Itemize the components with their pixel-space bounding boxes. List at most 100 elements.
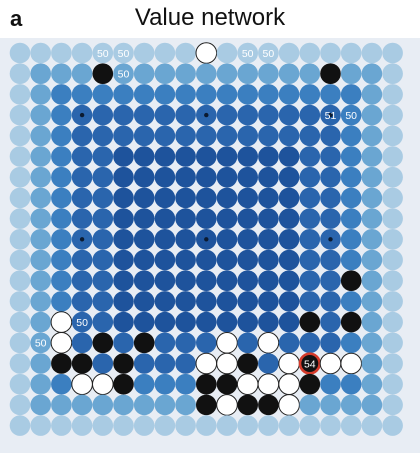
value-cell — [362, 250, 383, 271]
value-cell — [258, 270, 279, 291]
value-cell — [30, 229, 51, 250]
value-cell — [72, 146, 93, 167]
value-cell — [113, 270, 134, 291]
value-cell — [196, 270, 217, 291]
value-cell — [93, 146, 114, 167]
white-stone — [217, 353, 238, 374]
value-cell — [237, 167, 258, 188]
value-cell — [175, 146, 196, 167]
value-cell — [320, 415, 341, 436]
move-value-label: 50 — [76, 317, 88, 329]
white-stone — [196, 353, 217, 374]
value-cell — [134, 353, 155, 374]
move-value-label: 50 — [263, 48, 275, 60]
value-cell — [341, 415, 362, 436]
black-stone — [300, 374, 321, 395]
value-cell — [217, 167, 238, 188]
value-cell — [72, 208, 93, 229]
black-stone — [113, 374, 134, 395]
black-stone — [196, 374, 217, 395]
black-stone — [93, 63, 114, 84]
value-cell — [362, 63, 383, 84]
value-cell — [320, 208, 341, 229]
white-stone — [320, 353, 341, 374]
value-cell — [51, 229, 72, 250]
value-cell — [51, 395, 72, 416]
value-cell — [341, 333, 362, 354]
value-cell — [320, 43, 341, 64]
value-cell — [10, 250, 31, 271]
value-cell — [10, 105, 31, 126]
value-cell — [30, 105, 51, 126]
value-cell — [279, 146, 300, 167]
move-value-label: 50 — [35, 338, 47, 350]
value-cell — [134, 395, 155, 416]
value-cell — [217, 291, 238, 312]
value-cell — [237, 146, 258, 167]
value-cell — [51, 374, 72, 395]
value-cell — [341, 84, 362, 105]
value-cell — [300, 188, 321, 209]
value-cell — [134, 105, 155, 126]
value-cell — [300, 250, 321, 271]
value-cell — [196, 146, 217, 167]
white-stone — [279, 353, 300, 374]
white-stone — [279, 374, 300, 395]
value-cell — [217, 415, 238, 436]
value-cell — [362, 167, 383, 188]
value-cell — [51, 146, 72, 167]
value-cell — [113, 291, 134, 312]
value-cell — [93, 415, 114, 436]
value-cell — [258, 312, 279, 333]
move-value-label: 51 — [325, 110, 337, 122]
value-cell — [279, 415, 300, 436]
value-cell — [175, 84, 196, 105]
hoshi-point — [80, 113, 84, 117]
black-stone — [258, 395, 279, 416]
value-cell — [10, 374, 31, 395]
black-stone — [134, 333, 155, 354]
value-cell — [237, 270, 258, 291]
value-cell — [300, 126, 321, 147]
value-cell — [93, 208, 114, 229]
value-cell — [72, 250, 93, 271]
value-cell — [134, 208, 155, 229]
value-cell — [382, 333, 403, 354]
value-cell — [300, 208, 321, 229]
value-cell — [51, 167, 72, 188]
value-cell — [93, 250, 114, 271]
value-cell — [362, 84, 383, 105]
value-cell — [155, 333, 176, 354]
value-cell — [300, 270, 321, 291]
black-stone — [300, 312, 321, 333]
value-cell — [300, 291, 321, 312]
value-cell — [279, 208, 300, 229]
value-cell — [217, 208, 238, 229]
value-cell — [30, 250, 51, 271]
value-cell — [382, 105, 403, 126]
value-cell — [258, 105, 279, 126]
value-cell — [72, 126, 93, 147]
value-cell — [155, 250, 176, 271]
value-cell — [279, 333, 300, 354]
value-cell — [10, 63, 31, 84]
value-cell — [175, 167, 196, 188]
value-cell — [51, 188, 72, 209]
black-stone — [113, 353, 134, 374]
value-cell — [51, 105, 72, 126]
value-cell — [279, 312, 300, 333]
black-stone — [217, 374, 238, 395]
value-cell — [362, 105, 383, 126]
value-cell — [258, 167, 279, 188]
value-cell — [320, 188, 341, 209]
value-cell — [175, 374, 196, 395]
best-move-value-label: 54 — [304, 358, 316, 370]
value-cell — [279, 188, 300, 209]
value-cell — [382, 229, 403, 250]
value-cell — [217, 126, 238, 147]
value-cell — [279, 229, 300, 250]
value-cell — [382, 250, 403, 271]
value-cell — [175, 63, 196, 84]
value-cell — [175, 291, 196, 312]
move-value-label: 50 — [118, 48, 130, 60]
